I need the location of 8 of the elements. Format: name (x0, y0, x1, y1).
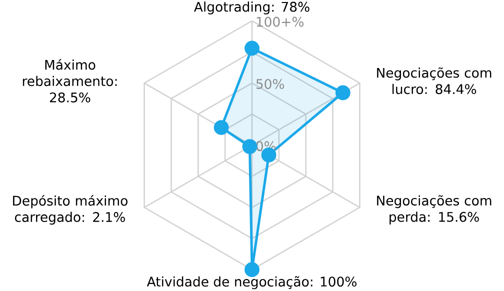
spoke-label: Negociações com perda: 15.6% (377, 195, 492, 225)
y-tick-label: 100+% (256, 16, 304, 27)
spoke-label: Algotrading: 78% (194, 2, 310, 14)
spoke-label: Máximo rebaixamento: 28.5% (22, 59, 117, 103)
spoke-label: Negociações com lucro: 84.4% (377, 67, 492, 94)
y-tick-label: 50% (256, 79, 284, 90)
spoke-label: Atividade de negociação: 100% (146, 276, 356, 290)
spoke-label: Depósito máximo carregado: 2.1% (13, 195, 128, 225)
